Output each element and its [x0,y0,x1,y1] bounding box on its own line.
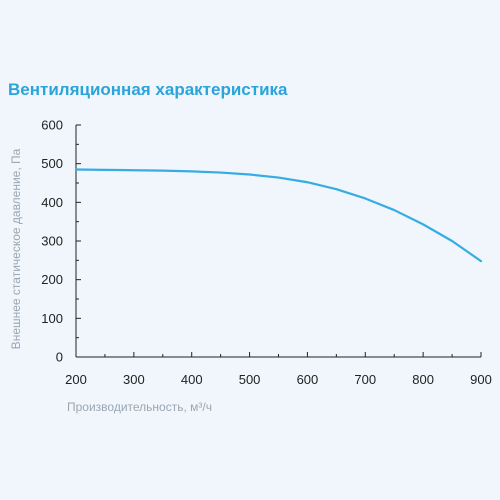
x-tick-label: 500 [239,372,261,387]
x-tick-label: 300 [123,372,145,387]
y-tick-label: 0 [56,350,63,365]
y-tick-label: 300 [41,234,63,249]
x-axis-title: Производительность, м³/ч [67,400,212,414]
y-tick-label: 500 [41,156,63,171]
y-tick-label: 200 [41,272,63,287]
y-axis-title: Внешнее статическое давление, Па [9,148,23,349]
x-tick-label: 700 [354,372,376,387]
x-tick-label: 400 [181,372,203,387]
series-line-0 [74,168,483,263]
y-tick-label: 100 [41,311,63,326]
x-tick-label: 200 [65,372,87,387]
y-tick-label: 400 [41,195,63,210]
y-tick-label: 600 [41,118,63,133]
x-tick-label: 600 [297,372,319,387]
x-tick-label: 800 [412,372,434,387]
chart-title: Вентиляционная характеристика [8,80,288,99]
x-tick-label: 900 [470,372,492,387]
